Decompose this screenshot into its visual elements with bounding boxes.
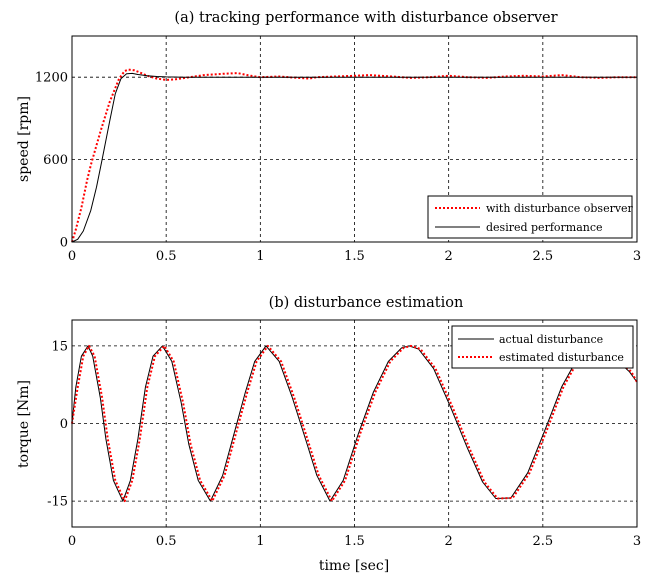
- legend-box: [451, 325, 634, 369]
- x-tick-label: 2: [445, 534, 453, 549]
- y-axis-label: torque [Nm]: [16, 380, 32, 468]
- y-tick-label: 15: [51, 339, 68, 354]
- x-tick-label: 0.5: [156, 534, 177, 549]
- tick-labels: 0 0.5 1 1.5 2 2.5 3 -15 0 15: [47, 339, 641, 549]
- legend: with disturbance observer desired perfor…: [427, 195, 634, 239]
- series-line-desired-performance: [71, 72, 637, 243]
- x-tick-label: 1.5: [344, 249, 365, 264]
- plot-frame: [71, 319, 638, 528]
- y-tick-label: 1200: [35, 71, 68, 86]
- x-tick-label: 0: [68, 249, 76, 264]
- y-tick-label: 0: [60, 236, 68, 251]
- legend-label-desired: desired performance: [486, 221, 603, 234]
- x-tick-label: 2.5: [532, 534, 553, 549]
- y-tick-label: 0: [60, 417, 68, 432]
- plot-frame: [71, 35, 638, 243]
- legend-box: [427, 195, 633, 239]
- x-tick-label: 2: [445, 249, 453, 264]
- tick-labels: 0 0.5 1 1.5 2 2.5 3 0 600 1200: [35, 71, 641, 264]
- x-tick-label: 3: [633, 249, 641, 264]
- legend-label-observer: with disturbance observer: [486, 202, 634, 215]
- x-tick-label: 2.5: [532, 249, 553, 264]
- series-line-actual-disturbance: [71, 345, 638, 502]
- legend: actual disturbance estimated disturbance: [451, 325, 634, 369]
- x-tick-label: 0.5: [156, 249, 177, 264]
- y-axis-label: speed [rpm]: [16, 96, 32, 182]
- y-tick-label: -15: [47, 495, 68, 510]
- chart-panel-b: (b) disturbance estimation 0 0.5 1 1.5 2 2.5 3…: [16, 295, 641, 574]
- series-layer: [71, 68, 637, 243]
- x-tick-label: 1: [256, 249, 264, 264]
- x-tick-label: 1: [256, 534, 264, 549]
- chart-panel-a: (a) tracking performance with disturbanc…: [16, 10, 641, 264]
- series-layer: [71, 344, 638, 503]
- x-tick-label: 0: [68, 534, 76, 549]
- legend-label-estimated: estimated disturbance: [499, 351, 624, 364]
- series-line-estimated-disturbance: [71, 344, 638, 503]
- x-tick-label: 1.5: [344, 534, 365, 549]
- y-tick-label: 600: [43, 153, 68, 168]
- legend-label-actual: actual disturbance: [499, 333, 603, 346]
- chart-title: (b) disturbance estimation: [269, 295, 464, 311]
- chart-title: (a) tracking performance with disturbanc…: [174, 10, 557, 26]
- x-axis-label: time [sec]: [319, 558, 389, 574]
- x-tick-label: 3: [633, 534, 641, 549]
